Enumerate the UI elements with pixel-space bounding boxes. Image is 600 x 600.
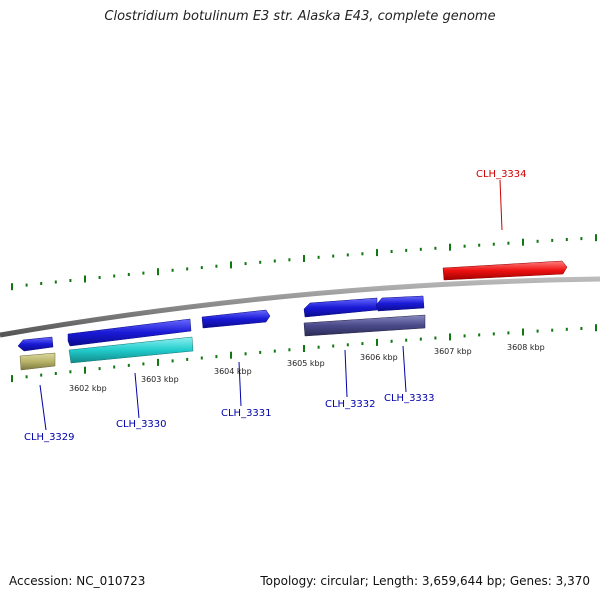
topology-text: Topology: circular; Length: 3,659,644 bp…	[260, 574, 590, 588]
gene-arrow[interactable]	[17, 336, 54, 352]
map-title: Clostridium botulinum E3 str. Alaska E43…	[104, 9, 496, 24]
inner-scale-ticks	[11, 324, 597, 383]
gene-leader-line	[499, 179, 503, 231]
outer-scale-ticks	[11, 234, 597, 291]
gene-leader-lines	[39, 345, 407, 431]
gene-feature[interactable]	[68, 336, 194, 364]
gene-label[interactable]: CLH_3334	[476, 169, 527, 180]
gene-feature[interactable]	[19, 352, 56, 371]
gene-label[interactable]: CLH_3330	[116, 419, 167, 430]
kbp-label: 3602 kbp	[69, 384, 107, 393]
gene-feature[interactable]	[303, 314, 426, 337]
kbp-label: 3607 kbp	[434, 347, 472, 356]
gene-arrow[interactable]	[67, 318, 192, 347]
gene-arrow[interactable]	[303, 297, 378, 318]
kbp-label: 3608 kbp	[507, 343, 545, 352]
gene-arrow[interactable]	[375, 295, 425, 312]
genome-backbone	[0, 276, 600, 338]
accession-text: Accession: NC_010723	[9, 574, 146, 588]
gene-label[interactable]: CLH_3333	[384, 393, 435, 404]
kbp-label: 3605 kbp	[287, 359, 325, 368]
gene-arrow[interactable]	[442, 260, 568, 281]
kbp-label: 3603 kbp	[141, 375, 179, 384]
kbp-label: 3606 kbp	[360, 353, 398, 362]
gene-label[interactable]: CLH_3329	[24, 432, 75, 443]
gene-label[interactable]: CLH_3332	[325, 399, 376, 410]
gene-label[interactable]: CLH_3331	[221, 408, 272, 419]
kbp-label: 3604 kbp	[214, 367, 252, 376]
gene-arrow[interactable]	[201, 309, 271, 329]
